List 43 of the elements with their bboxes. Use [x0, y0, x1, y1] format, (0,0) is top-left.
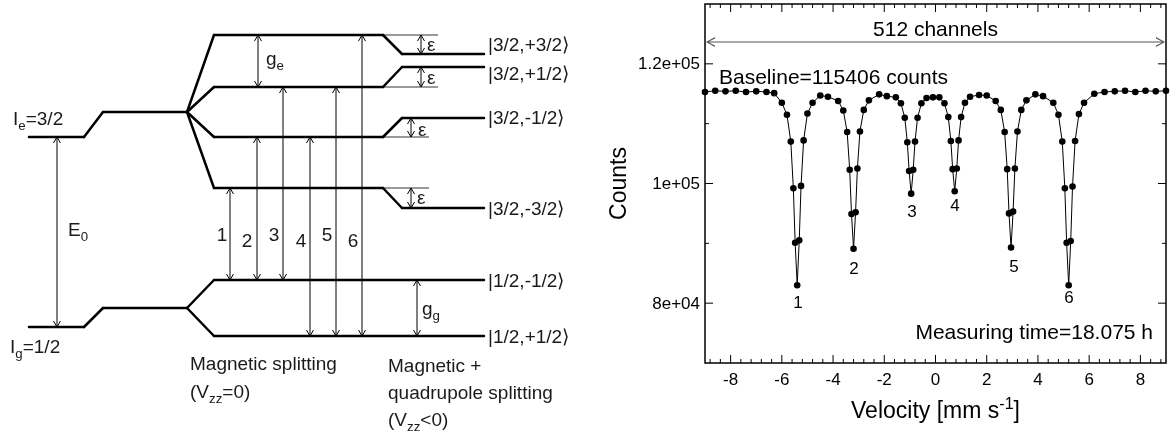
- text: ε: [417, 186, 426, 208]
- annotation: 1: [793, 292, 803, 312]
- text: |1/2,+1/2⟩: [488, 325, 570, 347]
- text: (V$_{zz}$<0): [388, 408, 449, 432]
- text: |3/2,+3/2⟩: [488, 33, 570, 55]
- x-tick-label: 4: [1033, 370, 1043, 389]
- annotation: 2: [849, 258, 859, 278]
- annotation: 4: [950, 195, 960, 215]
- text: g$_{g}$: [422, 297, 440, 323]
- text: I$_{g}$=1/2: [10, 335, 61, 361]
- x-tick-label: -4: [825, 370, 841, 389]
- y-tick-label: 1e+05: [652, 174, 700, 193]
- annotation: 6: [1064, 287, 1074, 307]
- text: (V$_{zz}$=0): [190, 380, 251, 406]
- x-tick-label: 6: [1084, 370, 1094, 389]
- x-tick-label: 0: [930, 370, 941, 389]
- x-tick-label: -6: [774, 370, 790, 389]
- text: |3/2,+1/2⟩: [488, 62, 570, 84]
- text: quadrupole splitting: [388, 381, 553, 403]
- x-tick-label: -2: [876, 370, 892, 389]
- annotation: 3: [907, 201, 917, 221]
- text: E$_{0}$: [68, 218, 89, 244]
- text: |1/2,-1/2⟩: [488, 269, 565, 291]
- text: |3/2,-1/2⟩: [488, 106, 565, 128]
- x-axis-title: Velocity [mm s$^{-1}$]: [851, 394, 1020, 423]
- annotation: 512 channels: [873, 16, 998, 40]
- x-tick-label: 2: [981, 370, 992, 389]
- text: Magnetic splitting: [190, 352, 337, 374]
- text: ε: [427, 66, 436, 88]
- y-tick-label: 8e+04: [652, 293, 700, 313]
- annotation: 5: [1009, 256, 1019, 276]
- text: g$_{e}$: [266, 47, 284, 73]
- text: ε: [427, 33, 436, 55]
- text: |3/2,-3/2⟩: [488, 197, 565, 219]
- text: I$_{e}$=3/2: [13, 107, 64, 133]
- y-axis-title: Counts: [605, 147, 631, 220]
- text: ε: [418, 118, 427, 140]
- x-tick-label: -8: [723, 370, 739, 389]
- y-tick-label: 1.2e+05: [638, 54, 700, 74]
- annotation: Baseline=115406 counts: [719, 64, 949, 88]
- text: Magnetic +: [388, 354, 482, 376]
- annotation: Measuring time=18.075 h: [915, 319, 1153, 343]
- x-tick-label: 8: [1135, 370, 1146, 389]
